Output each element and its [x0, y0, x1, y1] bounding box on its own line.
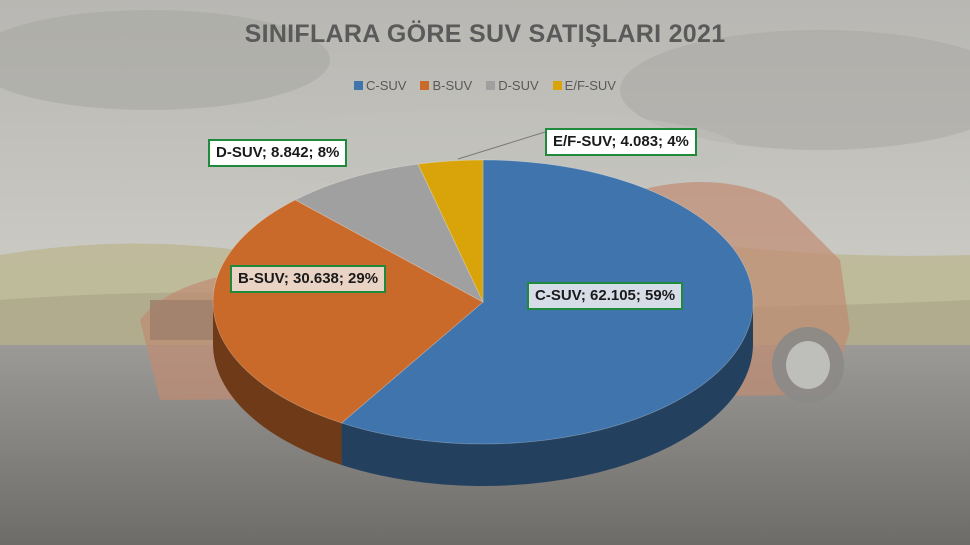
legend-swatch-b-suv	[420, 81, 430, 90]
chart-title: SINIFLARA GÖRE SUV SATIŞLARI 2021	[244, 20, 726, 48]
legend-swatch-ef-suv	[552, 81, 562, 90]
pie-side-c-suv	[341, 302, 753, 486]
leader-line-ef-suv	[457, 131, 546, 160]
pie-slice-b-suv	[212, 199, 484, 424]
legend-label-d-suv: D-SUV	[498, 78, 539, 93]
legend: C-SUV B-SUV D-SUV E/F-SUV	[0, 78, 970, 93]
data-label-c-suv: C-SUV; 62.105; 59%	[527, 282, 684, 310]
legend-item-ef-suv: E/F-SUV	[552, 78, 616, 93]
legend-label-c-suv: C-SUV	[366, 78, 407, 93]
pie-slice-ef-suv	[417, 159, 484, 303]
legend-label-ef-suv: E/F-SUV	[564, 78, 616, 93]
legend-item-d-suv: D-SUV	[486, 78, 539, 93]
data-label-ef-suv: E/F-SUV; 4.083; 4%	[545, 128, 697, 156]
pie-slice-d-suv	[294, 163, 484, 303]
legend-swatch-c-suv	[354, 81, 364, 90]
pie-side-b-suv	[213, 302, 342, 465]
data-label-b-suv: B-SUV; 30.638; 29%	[230, 265, 387, 293]
legend-label-b-suv: B-SUV	[432, 78, 473, 93]
legend-item-c-suv: C-SUV	[354, 78, 406, 93]
pie-side-group	[213, 302, 753, 486]
legend-swatch-d-suv	[486, 81, 496, 90]
legend-item-b-suv: B-SUV	[420, 78, 472, 93]
data-label-d-suv: D-SUV; 8.842; 8%	[208, 139, 348, 167]
